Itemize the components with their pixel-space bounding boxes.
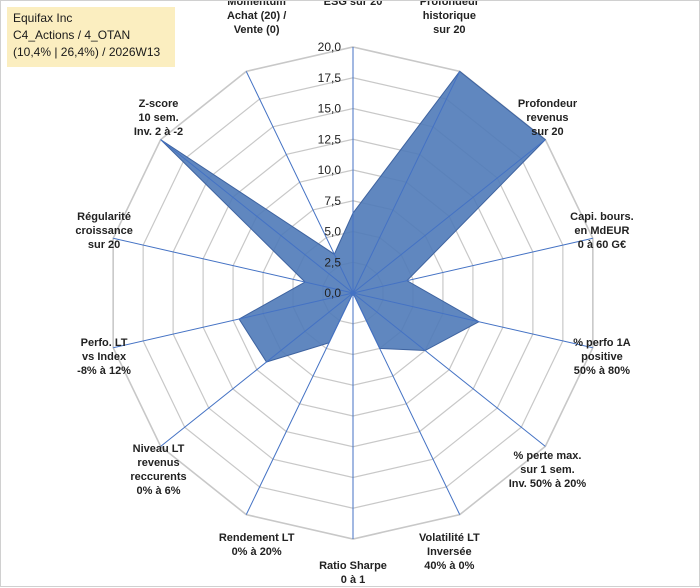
axis-label-line: positive: [581, 351, 623, 363]
axis-label: % perte max. sur 1 sem. Inv. 50% à 20%: [509, 450, 587, 490]
axis-label-line: 0 à 60 G€: [578, 239, 626, 251]
axis-label-line: Momentum: [227, 1, 286, 8]
axis-label-line: % perte max.: [514, 450, 582, 462]
title-company: Equifax Inc: [13, 11, 73, 25]
axis-label: Volatilité LT Inversée 40% à 0%: [419, 532, 480, 572]
axis-label: Ratio Sharpe 0 à 1: [319, 560, 387, 586]
axis-label-line: sur 20: [88, 239, 120, 251]
axis-label-line: sur 20: [433, 24, 465, 36]
axis-label-line: historique: [423, 10, 476, 22]
axis-label-line: -8% à 12%: [77, 365, 131, 377]
axis-label-line: vs Index: [82, 351, 127, 363]
axis-label: Perfo. LT vs Index -8% à 12%: [77, 337, 131, 377]
axis-label-line: en MdEUR: [574, 225, 629, 237]
axis-label-line: Perfo. LT: [81, 337, 128, 349]
axis-label-line: sur 20: [531, 126, 563, 138]
axis-label-line: 0 à 1: [341, 574, 365, 586]
axis-label: Profondeur revenus sur 20: [518, 98, 578, 138]
axis-spoke: [113, 237, 354, 294]
axis-label-line: revenus: [137, 457, 179, 469]
tick-label: 12,5: [318, 132, 342, 146]
title-stats: (10,4% | 26,4%) / 2026W13: [13, 45, 161, 59]
axis-label: Rendement LT 0% à 20%: [219, 532, 295, 558]
axis-spoke: [160, 139, 354, 294]
axis-spoke: [352, 292, 593, 349]
axis-label-line: Profondeur: [518, 98, 578, 110]
axis-label: Z-score 10 sem. Inv. 2 à -2: [134, 98, 183, 138]
axis-label: Niveau LT revenus reccurents 0% à 6%: [130, 443, 186, 497]
axis-label-line: Achat (20) /: [227, 10, 286, 22]
tick-label: 17,5: [318, 71, 342, 85]
axis-spoke: [245, 71, 354, 294]
axis-label-line: Inv. 2 à -2: [134, 126, 183, 138]
axis-label-line: revenus: [526, 112, 568, 124]
axis-label-line: Inv. 50% à 20%: [509, 478, 587, 490]
axis-label-line: % perfo 1A: [573, 337, 631, 349]
axis-label-line: Volatilité LT: [419, 532, 480, 544]
tick-label: 7,5: [324, 194, 341, 208]
axis-label-line: sur 1 sem.: [520, 464, 574, 476]
axis-label: Profondeur historique sur 20: [420, 1, 480, 36]
axis-spoke: [160, 292, 354, 447]
axis-label-line: 10 sem.: [138, 112, 178, 124]
axis-spoke: [352, 292, 546, 447]
axis-label-line: Capi. bours.: [570, 211, 634, 223]
axis-label-line: 0% à 20%: [232, 546, 282, 558]
tick-label: 5,0: [324, 225, 341, 239]
axis-label-line: reccurents: [130, 471, 186, 483]
axis-label-line: Vente (0): [234, 24, 280, 36]
tick-label: 20,0: [318, 40, 342, 54]
axis-spoke: [245, 292, 354, 515]
axis-label-line: Profondeur: [420, 1, 480, 8]
axis-label-line: Niveau LT: [133, 443, 185, 455]
axis-label: Capi. bours. en MdEUR 0 à 60 G€: [570, 211, 634, 251]
axis-label-line: Z-score: [139, 98, 179, 110]
axis-spoke: [352, 237, 593, 294]
axis-label-line: Ratio Sharpe: [319, 560, 387, 572]
axis-label-line: 50% à 80%: [574, 365, 630, 377]
axis-label-line: 0% à 6%: [137, 485, 181, 497]
axis-spoke: [113, 292, 354, 349]
axis-label-line: croissance: [75, 225, 132, 237]
axis-spoke: [352, 292, 461, 515]
chart-title-box: Equifax Inc C4_Actions / 4_OTAN (10,4% |…: [7, 7, 175, 67]
title-category: C4_Actions / 4_OTAN: [13, 28, 131, 42]
tick-label: 2,5: [324, 255, 341, 269]
axis-label: Momentum Achat (20) / Vente (0): [227, 1, 286, 36]
tick-label: 10,0: [318, 163, 342, 177]
tick-label: 0,0: [324, 286, 341, 300]
axis-label: % perfo 1A positive 50% à 80%: [573, 337, 631, 377]
axis-label-line: Rendement LT: [219, 532, 295, 544]
axis-spoke: [352, 139, 546, 294]
axis-label: Régularité croissance sur 20: [75, 211, 132, 251]
axis-spoke: [352, 71, 461, 294]
axis-label-line: 40% à 0%: [424, 560, 474, 572]
axis-label-line: Inversée: [427, 546, 472, 558]
axis-label-line: ESG sur 20: [324, 1, 383, 8]
axis-label: NoteESG sur 20: [324, 1, 383, 8]
tick-label: 15,0: [318, 102, 342, 116]
axis-label-line: Régularité: [77, 211, 131, 223]
